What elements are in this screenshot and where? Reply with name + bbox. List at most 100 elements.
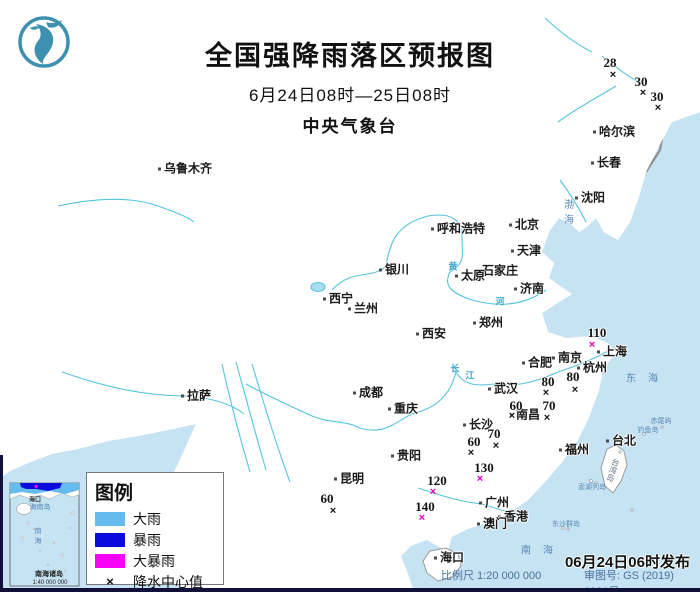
city-dot (574, 196, 578, 200)
city-dot (558, 448, 562, 452)
rain-center-value: 110 (587, 325, 607, 340)
legend-swatch (95, 532, 125, 547)
rain-center-value: 80 (541, 374, 555, 389)
geo-label: 河 (495, 296, 505, 307)
city-dot (390, 454, 394, 458)
city-name: 广州 (484, 495, 510, 510)
city-dot (596, 350, 600, 354)
rain-center-mark-icon: × (329, 505, 337, 517)
rain-center-mark-icon: × (571, 384, 579, 396)
geo-label: 东海 (626, 373, 670, 385)
hainan-island (422, 547, 462, 582)
rain-center-mark-icon: × (467, 447, 475, 459)
legend-swatch (95, 511, 125, 526)
city-name: 银川 (384, 262, 410, 277)
city-name: 郑州 (478, 315, 504, 330)
city-name: 兰州 (353, 301, 379, 316)
rain-center-value: 30 (634, 74, 648, 89)
city-dot (590, 161, 594, 165)
city-dot (378, 268, 382, 272)
city-label-郑州: 郑州 (472, 314, 504, 331)
city-name: 沈阳 (580, 190, 606, 205)
city-name: 合肥 (527, 355, 553, 370)
rain-center-value: 130 (474, 460, 494, 475)
rain-center-mark-icon: × (639, 87, 647, 99)
city-name: 重庆 (393, 401, 419, 416)
rain-center-value: 140 (415, 499, 435, 514)
city-label-香港: 香港 (497, 508, 529, 525)
geo-label: 东沙群岛 (552, 521, 580, 528)
city-name: 香港 (503, 509, 529, 524)
city-name: 天津 (516, 243, 542, 258)
city-dot (472, 321, 476, 325)
city-name: 杭州 (582, 360, 608, 375)
city-label-杭州: 杭州 (576, 359, 608, 376)
rain-center-value: 70 (542, 398, 556, 413)
city-name: 呼和浩特 (436, 221, 486, 236)
city-name: 长春 (596, 155, 622, 170)
rain-center-value: 70 (487, 426, 501, 441)
city-dot (415, 332, 419, 336)
city-name: 贵阳 (396, 448, 422, 463)
rain-center-value: 80 (566, 369, 580, 384)
city-label-长春: 长春 (590, 154, 622, 171)
city-label-福州: 福州 (558, 441, 590, 458)
city-dot (475, 269, 479, 273)
city-label-南昌: 南昌 (509, 406, 540, 423)
city-dot (497, 515, 501, 519)
city-label-南京: 南京 (551, 349, 582, 366)
legend-item: × 降水中心值 (95, 571, 215, 592)
geo-label: 长 (450, 363, 460, 374)
geo-label: 渤海 (561, 199, 573, 229)
city-label-武汉: 武汉 (487, 380, 519, 397)
rain-center-mark-icon: × (508, 410, 516, 422)
city-dot (476, 522, 480, 526)
city-name: 拉萨 (186, 388, 212, 403)
rain-center-value: 120 (427, 473, 447, 488)
city-dot (157, 167, 161, 171)
legend-label: 暴雨 (133, 531, 161, 548)
city-name: 乌鲁木齐 (163, 161, 213, 176)
city-label-合肥: 合肥 (521, 354, 553, 371)
legend-item: 暴雨 (95, 529, 215, 550)
city-name: 太原 (460, 268, 486, 283)
geo-label: 海 (34, 538, 42, 545)
city-label-重庆: 重庆 (387, 400, 419, 417)
city-label-昆明: 昆明 (333, 470, 365, 487)
city-name: 上海 (602, 344, 628, 359)
city-name: 福州 (564, 442, 590, 457)
city-name: 成都 (358, 385, 384, 400)
city-dot (605, 439, 609, 443)
rain-center-value: 60 (467, 434, 481, 449)
city-label-长沙: 长沙 (462, 416, 493, 433)
city-name: 北京 (514, 217, 540, 232)
rain-center-mark-icon: × (429, 486, 437, 498)
city-dot (510, 249, 514, 253)
city-dot (509, 413, 513, 417)
legend-box: 图例 大雨 暴雨 大暴雨 × 降水中心值 (86, 472, 224, 590)
city-label-沈阳: 沈阳 (574, 189, 606, 206)
city-name: 西宁 (328, 291, 354, 306)
geo-label: 黄 (448, 261, 458, 272)
geo-label: 江 (465, 370, 475, 381)
city-name: 武汉 (493, 381, 519, 396)
city-dot (513, 287, 517, 291)
city-dot (454, 274, 458, 278)
city-name: 哈尔滨 (598, 124, 636, 139)
city-label-海口: 海口 (433, 549, 465, 566)
city-name: 海口 (439, 550, 465, 565)
city-dot (462, 423, 466, 427)
geo-label: 1:40 000 000 (32, 580, 68, 586)
legend-swatch (95, 553, 125, 568)
city-dot (387, 407, 391, 411)
city-name: 西安 (421, 326, 447, 341)
city-label-西安: 西安 (415, 325, 447, 342)
city-dot (487, 387, 491, 391)
city-dot (333, 477, 337, 481)
city-dot (551, 356, 555, 360)
cma-logo-icon (18, 16, 70, 68)
city-name: 济南 (519, 281, 545, 296)
rain-center-mark-icon: × (418, 512, 426, 524)
city-name: 昆明 (339, 471, 365, 486)
city-label-成都: 成都 (352, 384, 384, 401)
